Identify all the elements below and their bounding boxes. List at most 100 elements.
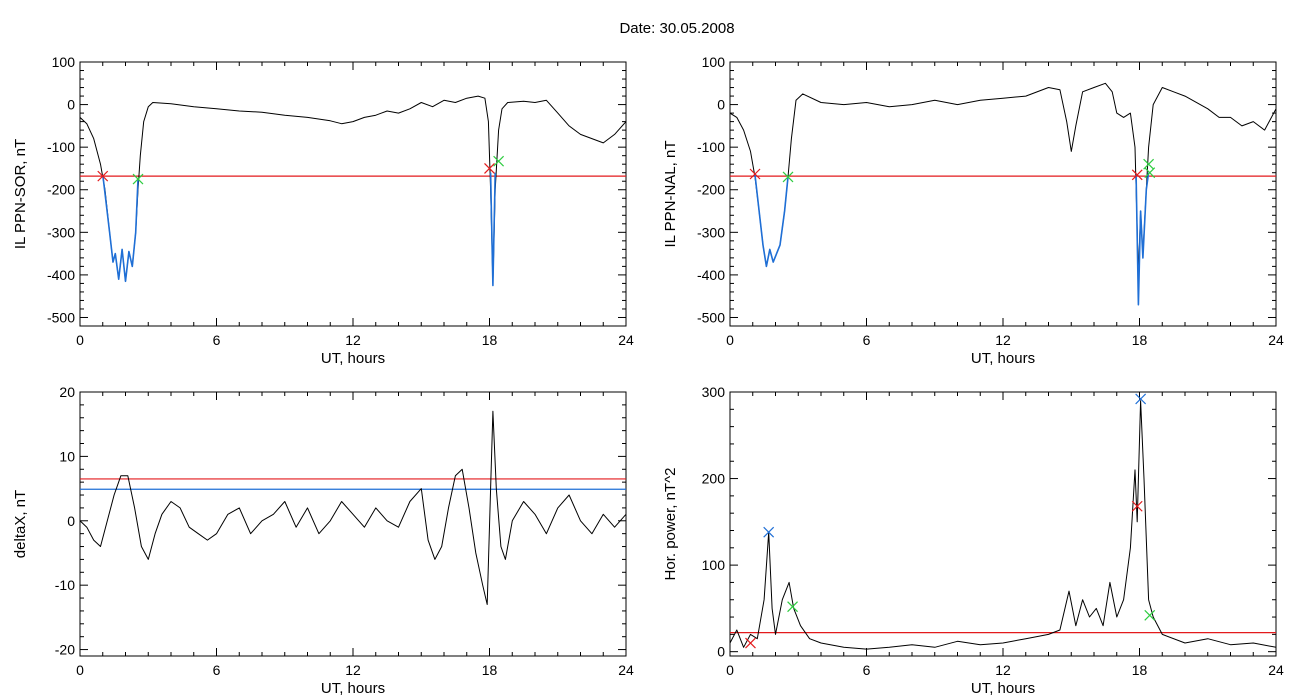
x-marker xyxy=(763,526,775,538)
highlight-series-line xyxy=(102,174,139,283)
x-marker-stroke xyxy=(782,171,794,183)
x-tick-label: 18 xyxy=(1132,332,1148,348)
x-marker-stroke xyxy=(97,170,109,182)
x-marker xyxy=(745,637,756,649)
x-marker xyxy=(1135,393,1147,405)
x-tick-label: 18 xyxy=(482,332,498,348)
y-tick-label: -500 xyxy=(47,309,75,325)
x-tick-label: 0 xyxy=(76,662,84,678)
x-marker xyxy=(749,168,761,180)
plot-content xyxy=(730,393,1276,650)
series-line xyxy=(730,82,1276,276)
plot-frame xyxy=(79,61,627,327)
y-tick-label: -400 xyxy=(47,267,75,283)
y-tick-label: 100 xyxy=(702,54,726,70)
x-tick-label: 0 xyxy=(726,662,734,678)
y-tick-label: -400 xyxy=(697,267,725,283)
highlight-series-line xyxy=(489,172,496,287)
x-tick-label: 6 xyxy=(863,662,871,678)
x-axis-label: UT, hours xyxy=(321,680,385,697)
y-tick-label: -300 xyxy=(47,224,75,240)
x-marker-stroke xyxy=(763,526,775,538)
highlight-series-line xyxy=(1135,172,1150,306)
x-marker-stroke xyxy=(749,168,761,180)
x-tick-label: 6 xyxy=(213,332,221,348)
figure-title: Date: 30.05.2008 xyxy=(619,20,734,37)
x-marker xyxy=(1131,169,1143,181)
x-marker xyxy=(1131,500,1143,512)
x-tick-label: 18 xyxy=(482,662,498,678)
y-tick-label: -300 xyxy=(697,224,725,240)
x-marker xyxy=(132,173,144,185)
y-tick-label: -20 xyxy=(55,642,75,658)
plot-content xyxy=(80,95,626,287)
y-axis-label: Hor. power, nT^2 xyxy=(662,468,679,581)
x-tick-label: 24 xyxy=(618,332,634,348)
plot-frame xyxy=(79,391,627,657)
x-marker-stroke xyxy=(493,155,505,167)
x-axis-label: UT, hours xyxy=(321,350,385,367)
x-marker-stroke xyxy=(484,163,495,174)
x-marker xyxy=(787,601,798,613)
x-marker-stroke xyxy=(1131,500,1143,512)
y-axis-label: IL PPN-SOR, nT xyxy=(12,139,29,249)
plot-content xyxy=(730,82,1276,306)
x-tick-label: 12 xyxy=(995,662,1011,678)
x-tick-label: 24 xyxy=(618,662,634,678)
x-marker-stroke xyxy=(745,637,756,649)
chart-panel-1: 0 6 12 18 24 100 0 -100 -200 -300 -400 -500 UT, hour… xyxy=(12,54,634,367)
x-marker-stroke xyxy=(132,173,144,185)
x-marker-stroke xyxy=(787,601,798,613)
series-line xyxy=(80,95,626,284)
y-tick-label: -200 xyxy=(697,182,725,198)
x-tick-label: 6 xyxy=(863,332,871,348)
y-tick-label: 100 xyxy=(52,54,76,70)
chart-panel-4: 0 6 12 18 24 300 200 100 0 UT, hours Hor. power, n… xyxy=(662,384,1284,697)
x-tick-label: 0 xyxy=(726,332,734,348)
x-tick-label: 24 xyxy=(1268,332,1284,348)
x-marker xyxy=(782,171,794,183)
y-tick-label: 300 xyxy=(702,384,726,400)
x-marker xyxy=(493,155,505,167)
plot-frame xyxy=(729,391,1277,657)
plot-content xyxy=(80,410,626,605)
x-tick-label: 18 xyxy=(1132,662,1148,678)
y-tick-label: -10 xyxy=(55,577,75,593)
y-tick-label: 10 xyxy=(59,448,75,464)
y-tick-label: 0 xyxy=(717,644,725,660)
y-tick-label: 200 xyxy=(702,471,726,487)
x-marker-stroke xyxy=(1131,169,1143,181)
x-marker xyxy=(1144,609,1156,621)
y-axis-label: IL PPN-NAL, nT xyxy=(662,141,679,248)
y-tick-label: 0 xyxy=(67,97,75,113)
x-tick-label: 12 xyxy=(345,332,361,348)
y-tick-label: 100 xyxy=(702,557,726,573)
y-tick-label: -500 xyxy=(697,309,725,325)
y-tick-label: -100 xyxy=(697,139,725,155)
x-marker-stroke xyxy=(1135,393,1147,405)
chart-panel-2: 0 6 12 18 24 100 0 -100 -200 -300 -400 -500 UT, hour… xyxy=(662,54,1284,367)
x-tick-label: 0 xyxy=(76,332,84,348)
chart-panel-3: 0 6 12 18 24 20 10 0 -10 -20 UT, hours deltaX, nT xyxy=(12,384,634,697)
x-marker xyxy=(1144,167,1156,179)
x-tick-label: 24 xyxy=(1268,662,1284,678)
x-tick-label: 12 xyxy=(345,662,361,678)
x-axis-label: UT, hours xyxy=(971,350,1035,367)
y-tick-label: 0 xyxy=(67,513,75,529)
series-line xyxy=(80,410,626,605)
y-tick-label: 0 xyxy=(717,97,725,113)
highlight-series-line xyxy=(754,174,789,268)
x-marker xyxy=(97,170,109,182)
y-tick-label: -200 xyxy=(47,182,75,198)
x-marker-stroke xyxy=(1144,609,1156,621)
x-marker xyxy=(484,163,495,174)
y-axis-label: deltaX, nT xyxy=(12,490,29,558)
x-tick-label: 6 xyxy=(213,662,221,678)
x-tick-label: 12 xyxy=(995,332,1011,348)
y-tick-label: 20 xyxy=(59,384,75,400)
x-axis-label: UT, hours xyxy=(971,680,1035,697)
y-tick-label: -100 xyxy=(47,139,75,155)
series-line xyxy=(730,400,1276,650)
